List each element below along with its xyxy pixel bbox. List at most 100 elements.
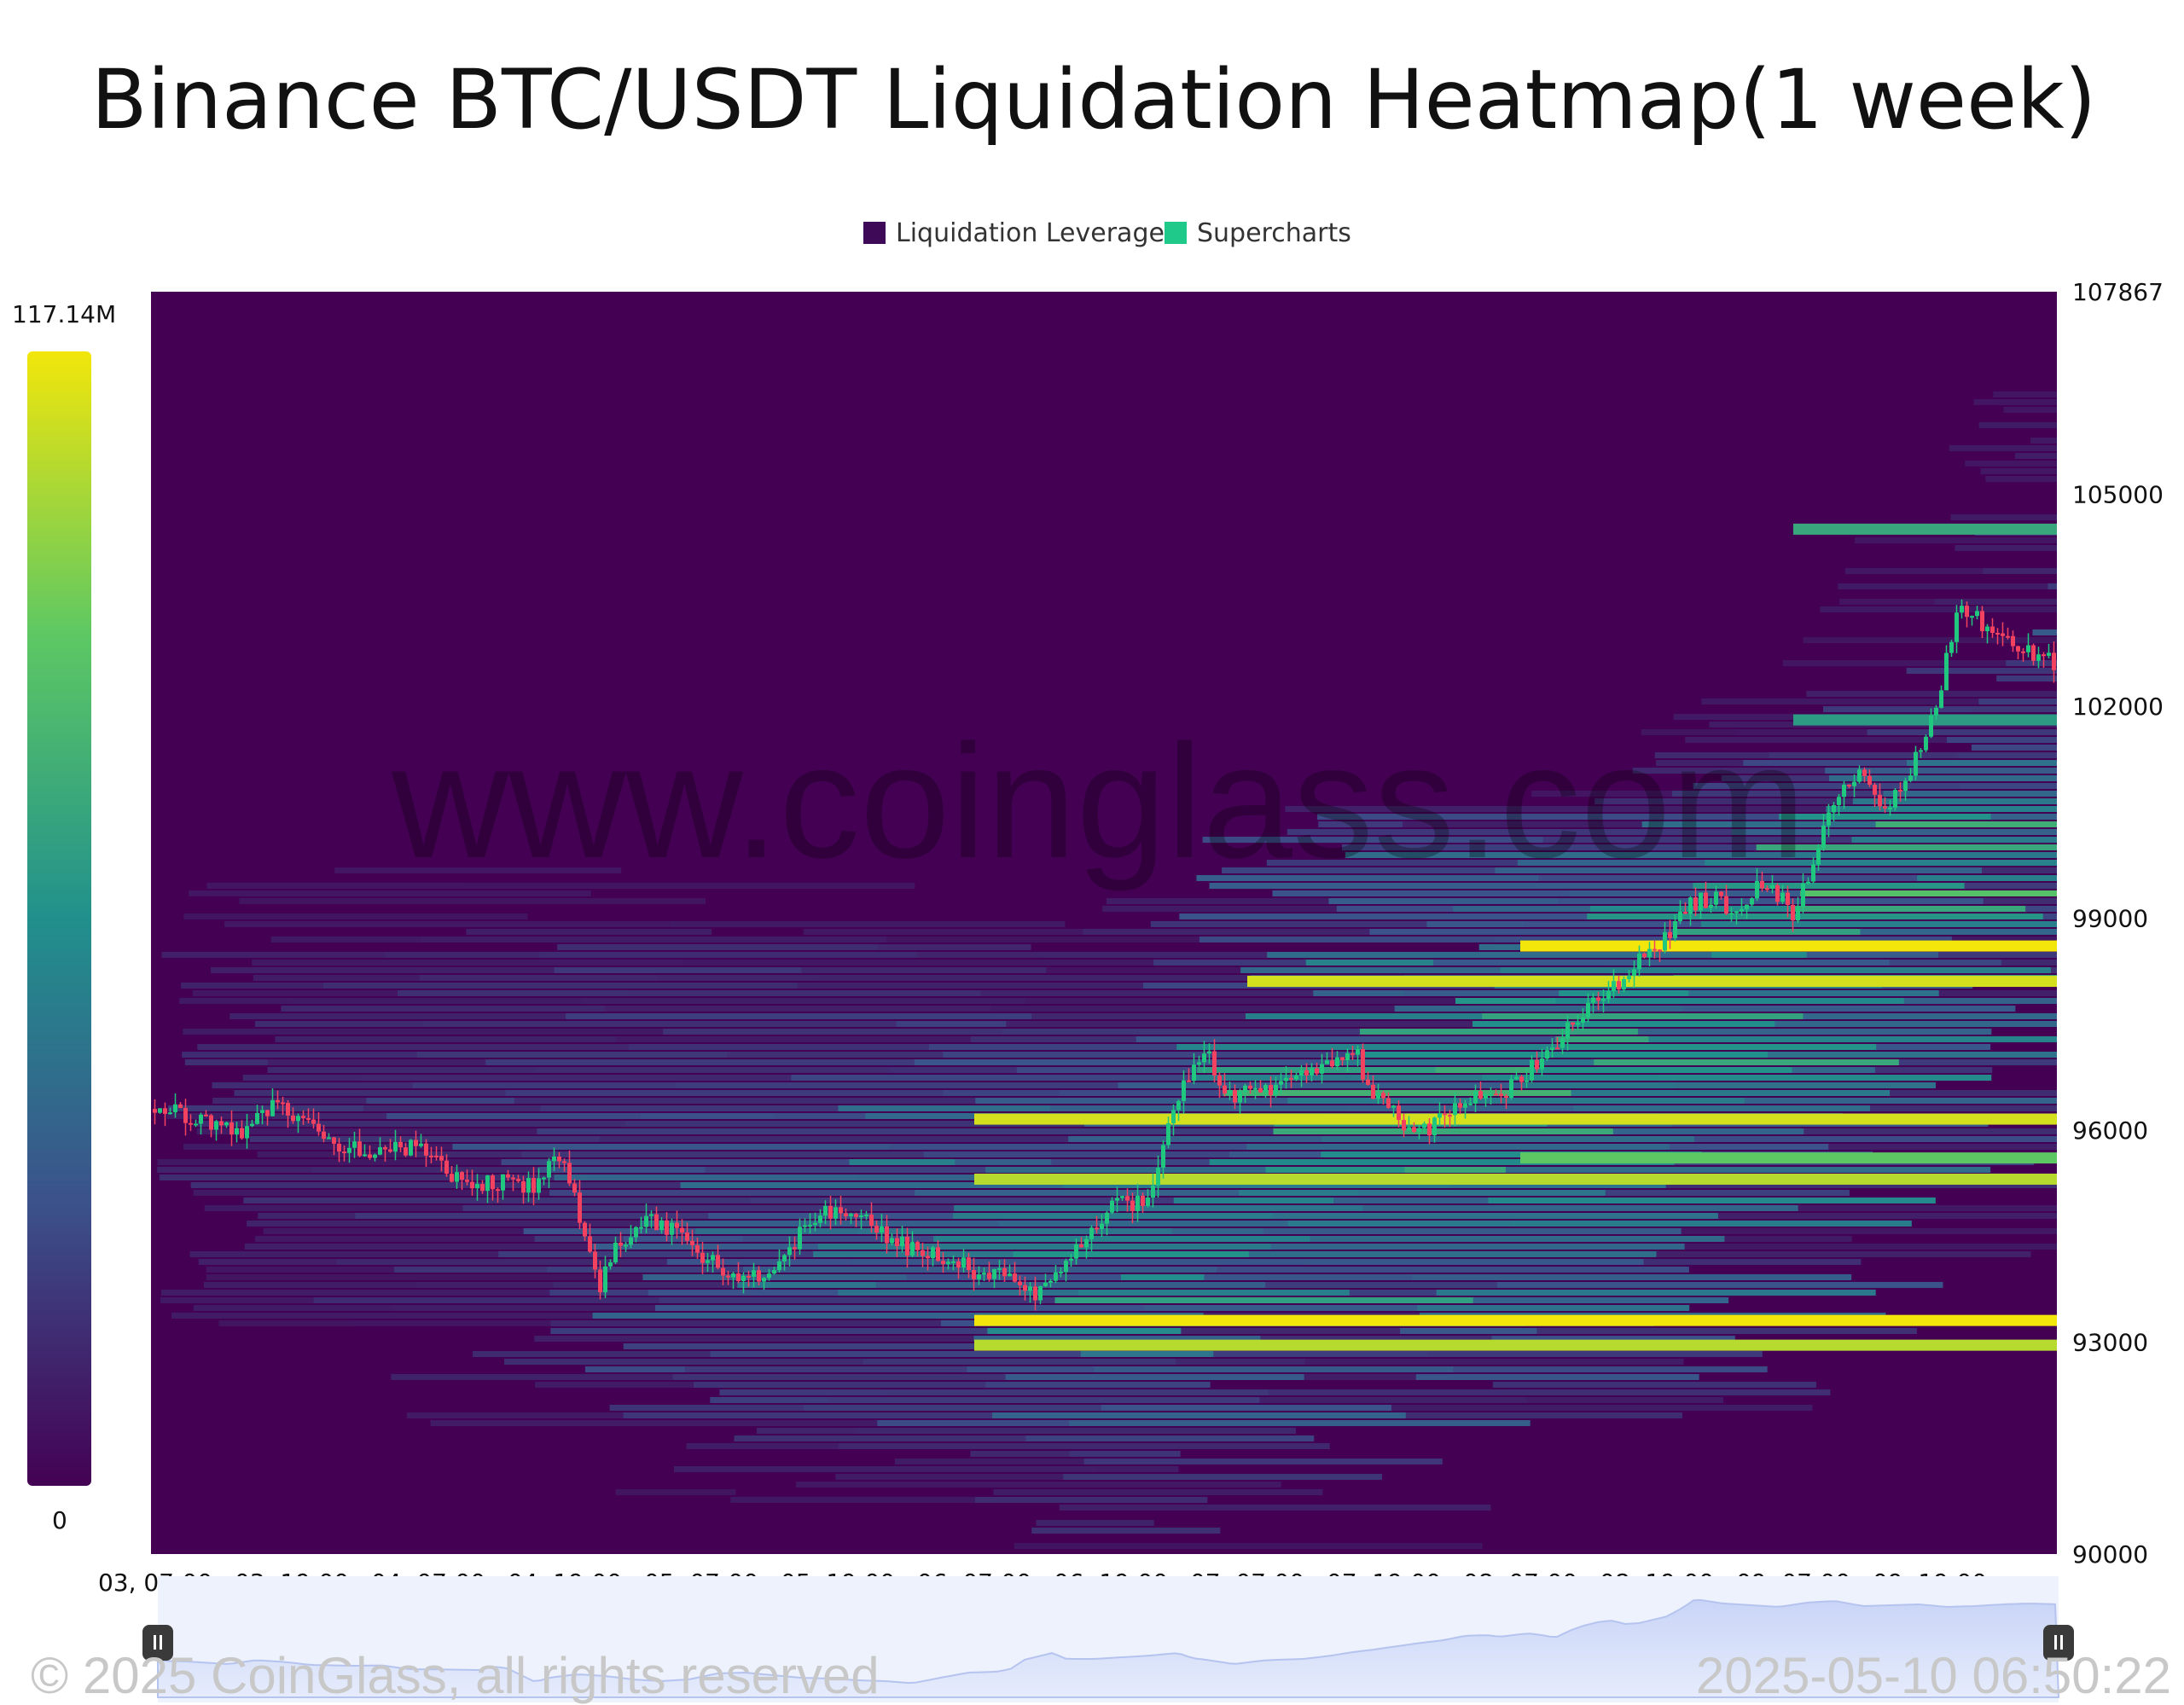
candle-body (1755, 880, 1759, 899)
candle-body (1530, 1059, 1534, 1081)
candle-body (1683, 912, 1687, 914)
heat-cell (2092, 668, 2184, 674)
candle-body (1038, 1286, 1043, 1301)
heat-cell (501, 1159, 851, 1165)
candle-body (1182, 1080, 1186, 1101)
candle-body (828, 1205, 833, 1219)
candle-body (721, 1267, 725, 1276)
candle-body (1125, 1196, 1130, 1201)
heat-cell (1310, 1236, 1726, 1242)
candle-body (1310, 1068, 1314, 1076)
y-axis: 107867 105000 102000 99000 96000 93000 90000 (2072, 278, 2164, 1569)
candle-body (864, 1214, 868, 1216)
heat-cell (1673, 1082, 1936, 1088)
candle-body (270, 1099, 275, 1116)
candle-body (1888, 807, 1892, 809)
legend-label-liquidation-leverage[interactable]: Liquidation Leverage (896, 218, 1165, 248)
heat-cell (1069, 1420, 1531, 1426)
candle-body (1043, 1282, 1048, 1287)
heat-cell (1510, 1221, 1912, 1227)
candle-body (1407, 1127, 1411, 1131)
candle-body (1939, 690, 1943, 708)
heat-cell (582, 998, 1026, 1004)
candle-body (874, 1226, 879, 1233)
candle-body (1750, 898, 1754, 905)
heat-cell (623, 1412, 994, 1418)
range-slider[interactable] (142, 1576, 2074, 1702)
heat-cell (629, 1044, 930, 1050)
heat-cell (554, 967, 803, 973)
heat-cell (419, 975, 658, 981)
candle-body (1427, 1123, 1432, 1136)
heat-cell (666, 1259, 852, 1265)
heat-cell (1497, 1282, 1943, 1288)
candle-body (706, 1260, 710, 1263)
candle-body (1463, 1103, 1467, 1108)
heat-cell (358, 1075, 793, 1081)
candle-body (1878, 794, 1882, 807)
candle-body (1161, 1145, 1165, 1169)
candle-body (342, 1151, 346, 1154)
heat-cell (1573, 1105, 1872, 1111)
heat-cell (829, 1128, 1275, 1134)
heat-cell (659, 1297, 1056, 1303)
candle-body (2026, 645, 2030, 652)
heat-cell (1600, 967, 2052, 973)
heat-cell (1917, 875, 2057, 881)
heat-cell (1265, 1167, 1406, 1173)
heat-cell (975, 1098, 1289, 1104)
candle-body (665, 1220, 669, 1235)
candle-body (562, 1161, 566, 1163)
candle-body (603, 1266, 607, 1293)
heat-cell (171, 1313, 594, 1319)
candle-body (506, 1174, 510, 1178)
candle-body (1565, 1022, 1570, 1039)
heat-cell (1345, 852, 1793, 858)
heat-cell (2101, 683, 2184, 689)
candle-body (680, 1227, 684, 1233)
candle-body (204, 1114, 208, 1116)
liquidation-band (1520, 1152, 2057, 1164)
candle-body (1484, 1094, 1488, 1099)
legend-label-supercharts[interactable]: Supercharts (1197, 218, 1351, 248)
heat-cell (1270, 1244, 1686, 1250)
heat-cell (2110, 652, 2184, 658)
candle-body (1361, 1049, 1365, 1080)
heat-cell (183, 913, 528, 919)
legend[interactable]: Liquidation Leverage Supercharts (863, 218, 1351, 248)
candle-body (229, 1122, 234, 1135)
heat-cell (917, 952, 1269, 958)
heat-cell (974, 1497, 1208, 1503)
heat-cell (955, 1159, 1053, 1165)
heat-cell (229, 1013, 566, 1019)
candle-body (1089, 1227, 1094, 1239)
right-handle[interactable] (2043, 1625, 2074, 1661)
candle-body (1453, 1103, 1457, 1116)
heat-cell (1025, 1435, 1315, 1441)
candle-body (659, 1220, 664, 1231)
candle-body (1192, 1064, 1196, 1082)
heat-cell (1669, 1144, 1830, 1150)
candle-body (1632, 969, 1636, 977)
candle-body (1064, 1261, 1068, 1273)
candle-body (1914, 751, 1918, 776)
candle-body (368, 1154, 372, 1158)
candle-body (1018, 1281, 1022, 1285)
candle-body (434, 1155, 439, 1157)
heat-cell (198, 1259, 338, 1265)
candle-body (1535, 1059, 1539, 1070)
heat-cell (1488, 1198, 1936, 1203)
candle-body (419, 1143, 423, 1146)
heat-cell (1803, 1013, 2057, 1019)
candle-body (1893, 790, 1897, 808)
heat-cell (430, 1420, 879, 1426)
heat-cell (183, 1144, 454, 1150)
heat-cell (803, 929, 1084, 935)
heat-cell (204, 1205, 464, 1211)
heat-cell (1531, 791, 1673, 797)
candle-body (1345, 1053, 1350, 1061)
heat-cell (1016, 1067, 1199, 1073)
candle-body (1228, 1090, 1232, 1093)
left-handle[interactable] (142, 1625, 173, 1661)
heat-cell (1517, 860, 1706, 866)
